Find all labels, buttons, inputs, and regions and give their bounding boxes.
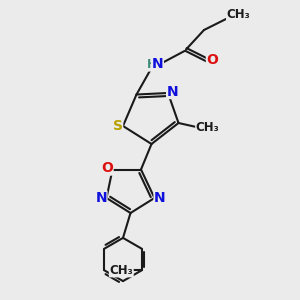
Text: N: N <box>154 191 166 205</box>
Text: N: N <box>167 85 178 98</box>
Text: CH₃: CH₃ <box>110 264 133 277</box>
Text: S: S <box>112 119 123 133</box>
Text: H: H <box>147 58 157 71</box>
Text: O: O <box>101 161 113 175</box>
Text: O: O <box>206 53 218 67</box>
Text: N: N <box>152 58 163 71</box>
Text: N: N <box>95 191 107 205</box>
Text: CH₃: CH₃ <box>226 8 250 21</box>
Text: CH₃: CH₃ <box>196 121 220 134</box>
